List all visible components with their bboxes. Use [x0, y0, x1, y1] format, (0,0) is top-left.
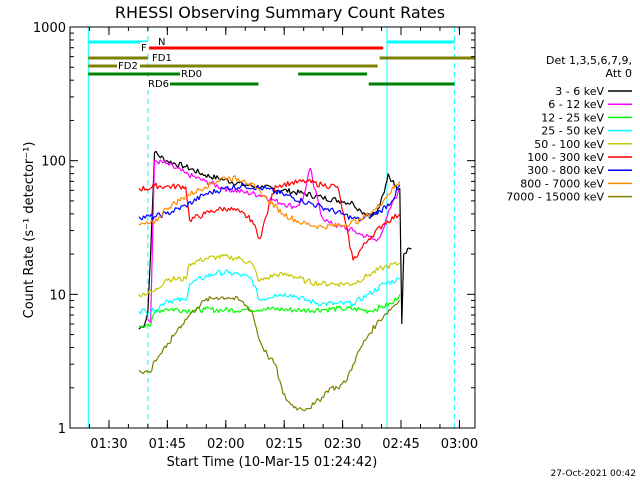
y-tick-label: 100 — [41, 155, 66, 170]
flag-label-fd1: FD1 — [152, 53, 172, 64]
y-tick-label: 1000 — [33, 21, 66, 36]
flag-label-f: F — [141, 43, 147, 54]
legend-label-300-800-kev: 300 - 800 keV — [527, 164, 604, 177]
series-3-6-kev — [138, 150, 412, 330]
x-tick-label: 03:00 — [441, 437, 478, 452]
flag-label-bg-f — [140, 42, 149, 53]
y-axis-label: Count Rate (s⁻¹ detector⁻¹) — [22, 142, 37, 319]
x-tick-label: 02:45 — [382, 437, 419, 452]
y-tick-label: 10 — [49, 288, 66, 303]
series-50-100-kev — [138, 253, 400, 298]
series-25-50-kev — [138, 269, 400, 315]
series-6-12-kev — [147, 159, 400, 323]
legend-label-100-300-kev: 100 - 300 keV — [527, 151, 604, 164]
plot-area: NF FD1 FD2 RD0 RD6 — [87, 27, 475, 428]
series-12-25-kev — [138, 294, 401, 328]
x-tick-label: 01:45 — [149, 437, 186, 452]
series-7000-15000-kev — [138, 295, 401, 412]
legend-label-25-50-kev: 25 - 50 keV — [541, 125, 604, 138]
flag-label-fd2: FD2 — [118, 61, 138, 72]
flag-label-bg-fd2 — [117, 60, 140, 71]
legend-label-6-12-kev: 6 - 12 keV — [548, 98, 604, 111]
legend-label-12-25-kev: 12 - 25 keV — [541, 111, 604, 124]
series-100-300-kev — [138, 178, 401, 261]
legend-label-3-6-kev: 3 - 6 keV — [555, 85, 604, 98]
legend-label-50-100-kev: 50 - 100 keV — [534, 138, 604, 151]
legend-header-line-1: Det 1,3,5,6,7,9, — [546, 54, 632, 67]
flag-label-bg-n — [157, 36, 166, 47]
legend-label-800-7000-kev: 800 - 7000 keV — [520, 177, 604, 190]
flag-label-n: N — [158, 37, 165, 48]
legend-header-line-2: Att 0 — [606, 67, 632, 80]
flag-label-bg-rd0 — [180, 68, 203, 79]
footer-date: 27-Oct-2021 00:42 — [551, 469, 636, 479]
chart-title: RHESSI Observing Summary Count Rates — [115, 3, 445, 22]
y-tick-label: 1 — [58, 422, 66, 437]
series-300-800-kev — [138, 182, 401, 222]
flag-label-bg-rd6 — [147, 78, 170, 89]
x-tick-label: 02:15 — [265, 437, 302, 452]
x-tick-label: 02:00 — [207, 437, 244, 452]
axes: 1 10 100 1000 01:30 01:45 02:00 02:15 02:30 02:45… — [33, 21, 478, 452]
flag-label-bg-fd1 — [151, 52, 174, 63]
flag-label-rd6: RD6 — [148, 79, 169, 90]
x-tick-label: 02:30 — [324, 437, 361, 452]
series-800-7000-kev — [138, 175, 401, 230]
x-axis-label: Start Time (10-Mar-15 01:24:42) — [167, 455, 378, 470]
plot-frame — [69, 26, 476, 429]
flag-label-rd0: RD0 — [181, 69, 202, 80]
legend-label-7000-15000-kev: 7000 - 15000 keV — [506, 191, 604, 204]
x-tick-label: 01:30 — [90, 437, 127, 452]
